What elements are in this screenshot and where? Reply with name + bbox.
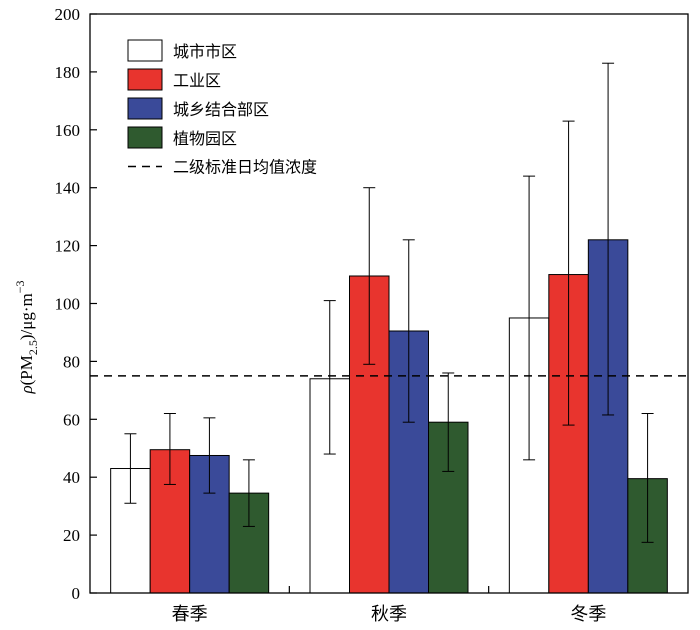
bars-layer [110, 239, 668, 594]
x-tick-label-冬季: 冬季 [570, 604, 606, 625]
y-tick-label-160: 160 [55, 121, 81, 140]
y-tick-label-0: 0 [72, 584, 81, 603]
y-tick-label-140: 140 [55, 179, 81, 198]
x-tick-label-春季: 春季 [172, 604, 208, 625]
legend-swatch-植物园区 [127, 126, 163, 149]
y-tick-label-20: 20 [63, 526, 80, 545]
y-axis-title-rho: ρ [17, 385, 36, 394]
legend-swatch-城乡结合部区 [127, 97, 163, 120]
y-axis-title-sup: −3 [13, 280, 27, 293]
bar-春季-植物园区 [228, 492, 270, 594]
y-axis-title-open: (PM [17, 355, 36, 385]
y-tick-label-60: 60 [63, 410, 80, 429]
legend-label-城市市区: 城市市区 [173, 42, 237, 61]
legend-swatch-工业区 [127, 68, 163, 91]
legend-label-工业区: 工业区 [173, 71, 221, 90]
legend-swatch-城市市区 [127, 39, 163, 62]
legend-label-城乡结合部区: 城乡结合部区 [173, 100, 269, 119]
y-tick-label-80: 80 [63, 352, 80, 371]
error-bars-layer [124, 62, 654, 543]
y-axis-title: ρ(PM2.5)/μg·m−3 [13, 280, 40, 394]
legend-label-reference-line: 二级标准日均值浓度 [173, 158, 317, 177]
y-axis-title-close: )/μg·m [17, 293, 36, 340]
axes-layer: 春季 秋季 冬季 0 20 40 60 80 100 120 140 160 180 200 [55, 5, 689, 625]
y-tick-label-180: 180 [55, 63, 81, 82]
x-tick-label-秋季: 秋季 [371, 604, 407, 625]
y-tick-label-120: 120 [55, 237, 81, 256]
y-tick-label-40: 40 [63, 468, 80, 487]
legend-label-植物园区: 植物园区 [173, 129, 237, 148]
y-axis-title-sub: 2.5 [26, 340, 40, 355]
y-tick-label-100: 100 [55, 295, 81, 314]
y-tick-label-200: 200 [55, 5, 81, 24]
